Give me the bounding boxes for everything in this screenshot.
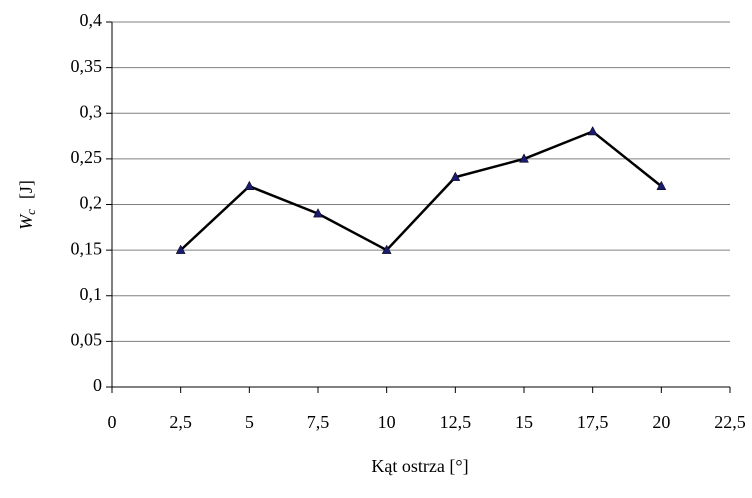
y-tick-label: 0,1: [80, 284, 103, 304]
y-tick-label: 0,4: [80, 10, 103, 30]
y-tick-label: 0,15: [71, 238, 103, 258]
y-tick-label: 0,3: [80, 101, 103, 121]
data-point: [244, 180, 255, 190]
y-tick-label: 0,35: [71, 56, 103, 76]
y-label-unit: [J]: [16, 180, 36, 199]
y-label-subscript: c: [23, 209, 38, 215]
x-tick-label: 17,5: [577, 412, 609, 432]
y-tick-label: 0,2: [80, 193, 103, 213]
y-tick-label: 0,05: [71, 330, 103, 350]
x-tick-label: 12,5: [440, 412, 472, 432]
data-point: [450, 171, 461, 181]
y-label-symbol: W: [16, 213, 36, 230]
y-axis-label: Wc [J]: [16, 180, 38, 230]
data-line: [179, 130, 663, 252]
data-point: [519, 153, 529, 163]
data-point: [175, 244, 186, 254]
data-point: [381, 244, 392, 254]
x-tick-label: 22,5: [714, 412, 746, 432]
x-tick-label: 0: [108, 412, 117, 432]
x-tick-label: 5: [245, 412, 254, 432]
x-tick-label: 7,5: [307, 412, 330, 432]
x-axis-label: Kąt ostrza [°]: [371, 456, 468, 476]
data-point: [313, 208, 323, 218]
x-tick-label: 10: [378, 412, 396, 432]
data-point: [587, 125, 598, 136]
x-tick-label: 15: [515, 412, 533, 432]
y-tick-label: 0: [93, 375, 102, 395]
data-point: [656, 180, 667, 190]
x-tick-label: 2,5: [169, 412, 192, 432]
x-tick-label: 20: [652, 412, 670, 432]
y-tick-label: 0,25: [71, 147, 103, 167]
